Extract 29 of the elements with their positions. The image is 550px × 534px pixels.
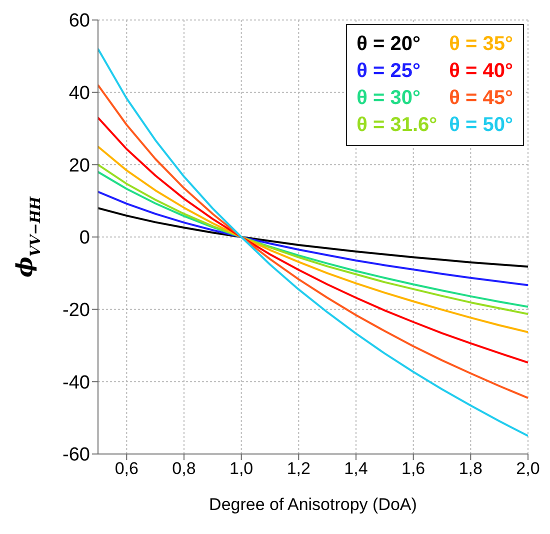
text: θ = 31.6° xyxy=(356,114,438,137)
text: θ = 25° xyxy=(356,60,422,83)
x-tick-label: 0,6 xyxy=(114,459,138,478)
line-series xyxy=(98,146,528,334)
y-tick-label: 40 xyxy=(68,83,90,104)
y-tick-label: 0 xyxy=(79,228,90,249)
text: θ = 50° xyxy=(449,114,513,137)
x-tick-label: 1,6 xyxy=(402,459,426,478)
line-series xyxy=(98,207,528,268)
x-tick-label: 1,2 xyxy=(286,459,310,478)
x-tick-label: 0,8 xyxy=(172,459,196,478)
x-tick-label: 1,8 xyxy=(458,459,482,478)
y-tick-label: -40 xyxy=(62,372,90,394)
y-tick-label: -60 xyxy=(62,444,90,466)
x-axis-title: Degree of Anisotropy (DoA) xyxy=(209,495,417,514)
text: θ = 35° xyxy=(449,33,513,56)
text: θ = 40° xyxy=(449,60,513,83)
line-series xyxy=(98,84,528,399)
y-tick-label: 20 xyxy=(68,155,90,176)
text: θ = 30° xyxy=(356,87,422,110)
line-series xyxy=(98,116,528,364)
x-tick-label: 1,4 xyxy=(344,459,368,478)
y-tick-label: -20 xyxy=(62,300,90,322)
y-tick-label: 60 xyxy=(68,10,90,32)
x-tick-label: 1,0 xyxy=(230,459,254,478)
x-tick-label: 2,0 xyxy=(516,459,540,478)
text: θ = 45° xyxy=(449,87,513,110)
line-series xyxy=(98,190,528,286)
text: θ = 20° xyxy=(356,33,422,56)
